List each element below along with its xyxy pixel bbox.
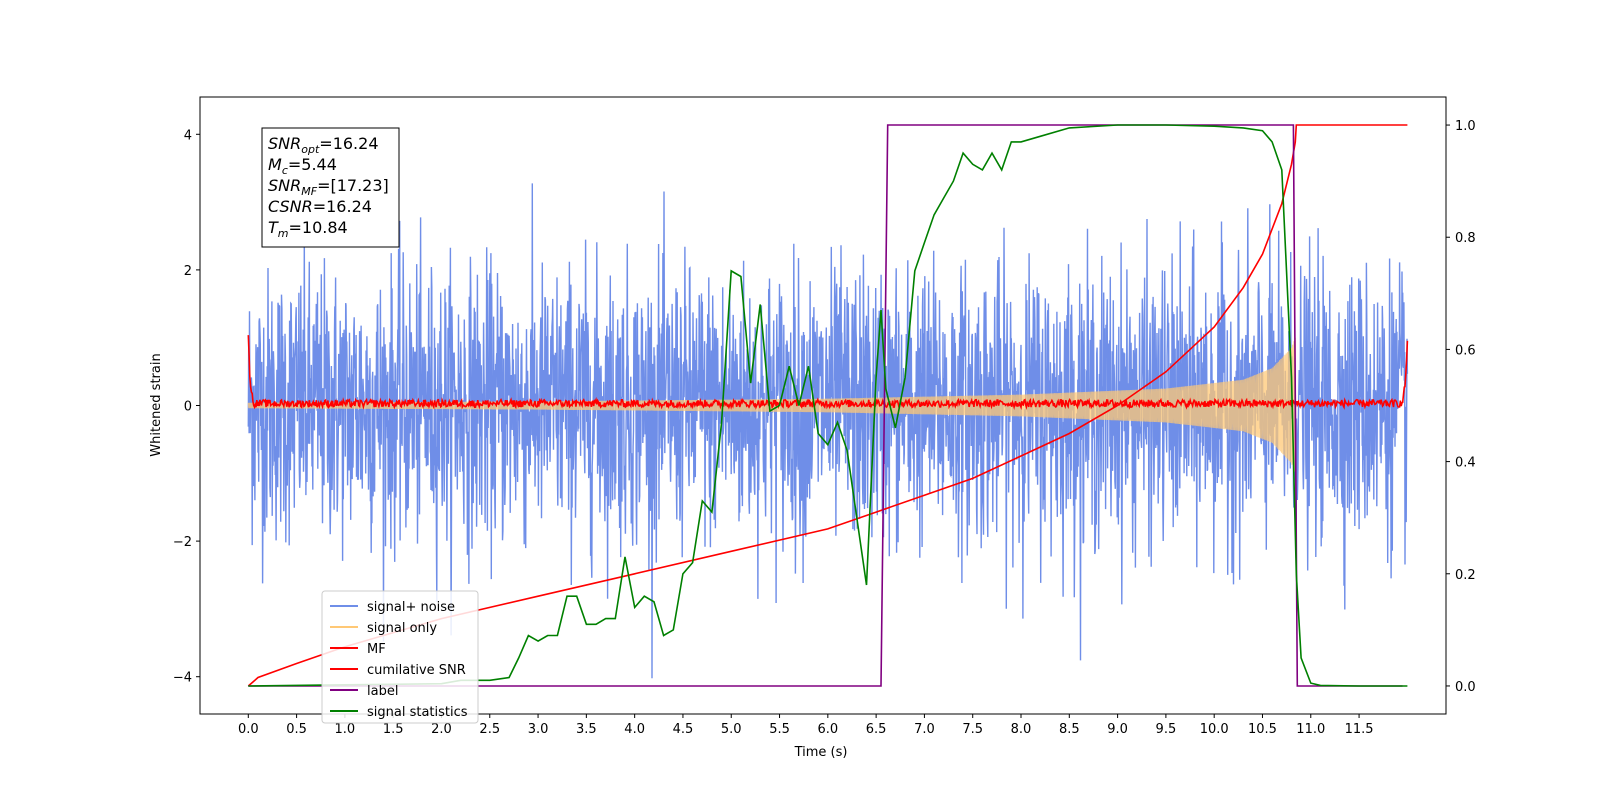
legend-label-signal-noise: signal+ noise <box>367 600 455 615</box>
annotation-line: SNRopt=16.24 <box>268 134 379 156</box>
x-tick-label: 8.5 <box>1059 722 1080 737</box>
annotation-line: Mc=5.44 <box>268 155 337 177</box>
x-tick-label: 7.5 <box>962 722 983 737</box>
x-tick-label: 8.0 <box>1011 722 1032 737</box>
annotation-frame <box>261 127 400 248</box>
x-tick-label: 5.5 <box>769 722 790 737</box>
x-tick-label: 0.0 <box>238 722 259 737</box>
x-tick-label: 4.0 <box>624 722 645 737</box>
y-tick-label: 2 <box>184 264 192 279</box>
x-tick-label: 6.0 <box>817 722 838 737</box>
x-tick-label: 4.5 <box>673 722 694 737</box>
annotation-line: SNRMF=[17.23] <box>268 176 389 198</box>
x-tick-label: 11.5 <box>1345 722 1374 737</box>
x-tick-label: 3.0 <box>528 722 549 737</box>
y2-tick-label: 1.0 <box>1455 119 1476 134</box>
x-tick-label: 7.0 <box>914 722 935 737</box>
x-tick-label: 5.0 <box>721 722 742 737</box>
y2-tick-label: 0.0 <box>1455 680 1476 695</box>
y-tick-label: −4 <box>173 671 192 686</box>
legend-label-label: label <box>367 684 398 699</box>
legend-label-mf: MF <box>367 642 386 657</box>
y-axis-label: Whitened strain <box>149 353 164 456</box>
x-tick-label: 1.0 <box>335 722 356 737</box>
x-tick-label: 3.5 <box>576 722 597 737</box>
y2-tick-label: 0.4 <box>1455 456 1476 471</box>
x-tick-label: 2.5 <box>479 722 500 737</box>
y2-tick-label: 0.6 <box>1455 343 1476 358</box>
annotation-line: Tm=10.84 <box>268 218 348 240</box>
annotation-line: CSNR=16.24 <box>268 197 372 216</box>
series-label <box>248 124 1403 687</box>
legend-label-cumilative-snr: cumilative SNR <box>367 663 466 678</box>
x-tick-label: 11.0 <box>1296 722 1325 737</box>
series-signal-statistics <box>248 124 1408 687</box>
x-tick-label: 10.0 <box>1200 722 1229 737</box>
annotation-box: SNRopt=16.24Mc=5.44SNRMF=[17.23]CSNR=16.… <box>261 127 400 248</box>
axes-layer: 0.0 0.5 1.0 1.5 2.0 2.5 3.0 3.5 4.0 4.5 5.0 5.5 6.0 6… <box>173 119 1476 737</box>
legend-label-signal-only: signal only <box>367 621 437 636</box>
x-tick-label: 9.0 <box>1107 722 1128 737</box>
x-tick-label: 6.5 <box>866 722 887 737</box>
y-tick-label: 0 <box>184 400 192 415</box>
legend-label-signal-statistics: signal statistics <box>367 705 468 720</box>
x-axis-label: Time (s) <box>794 745 848 760</box>
y-tick-label: 4 <box>184 128 192 143</box>
x-tick-label: 9.5 <box>1156 722 1177 737</box>
series-mf <box>247 335 1409 411</box>
x-tick-label: 2.0 <box>431 722 452 737</box>
y2-tick-label: 0.2 <box>1455 568 1476 583</box>
legend: signal+ noise signal only MF cumilative SNR… <box>321 590 479 724</box>
y-tick-label: −2 <box>173 535 192 550</box>
x-tick-label: 1.5 <box>383 722 404 737</box>
x-tick-label: 10.5 <box>1248 722 1277 737</box>
legend-frame <box>321 590 479 724</box>
y2-tick-label: 0.8 <box>1455 231 1476 246</box>
x-tick-label: 0.5 <box>286 722 307 737</box>
